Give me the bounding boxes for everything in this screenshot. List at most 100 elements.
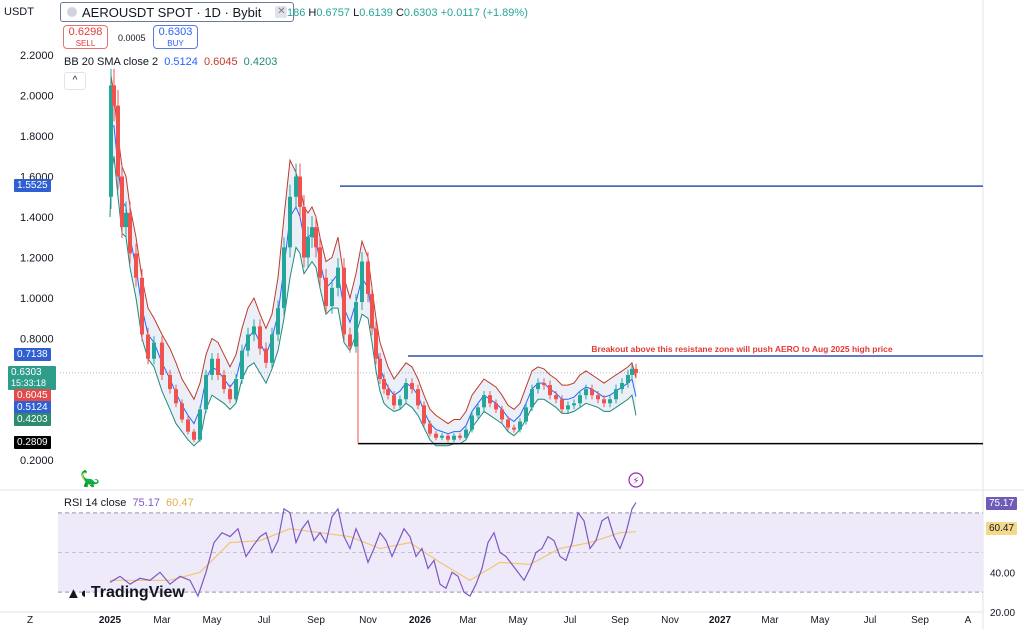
candle-body xyxy=(608,399,612,404)
candle-body xyxy=(282,247,286,309)
candle-body xyxy=(476,407,480,416)
ohlc-h-label: H xyxy=(308,7,317,19)
candle-body xyxy=(434,433,438,438)
annotation-text: Breakout above this resistane zone will … xyxy=(591,344,892,354)
candle-body xyxy=(146,334,150,359)
candle-body xyxy=(488,395,492,404)
candle-body xyxy=(398,399,402,406)
sell-button[interactable]: 0.6298 SELL xyxy=(63,25,108,49)
candle-body xyxy=(366,261,370,294)
candle-body xyxy=(548,385,552,396)
ohlc-open-partial: 186 xyxy=(287,7,306,19)
time-tick-label: Z xyxy=(27,615,33,626)
candle-body xyxy=(404,383,408,400)
rsi-ma-value: 60.47 xyxy=(166,497,194,509)
candle-body xyxy=(342,267,346,335)
rsi-line xyxy=(109,502,637,598)
ohlc-legend: 186 H0.6757 L0.6139 C0.6303 +0.0117 (+1.… xyxy=(287,7,528,19)
candle-body xyxy=(354,302,358,347)
rsi-value-tag: 75.17 xyxy=(986,497,1018,510)
candle-body xyxy=(530,389,534,408)
candle-body xyxy=(294,176,298,197)
candle-body xyxy=(440,435,444,438)
candle-body xyxy=(314,227,318,248)
close-icon[interactable]: ✕ xyxy=(275,6,288,18)
candle-body xyxy=(422,405,426,424)
symbol-search-box[interactable]: AEROUSDT SPOT · 1D · Bybit ✕ xyxy=(60,2,295,22)
time-tick-label: Jul xyxy=(864,615,877,626)
bb-upper-line xyxy=(109,75,637,425)
candle-body xyxy=(630,368,634,375)
collapse-legend-button[interactable]: ^ xyxy=(64,72,86,90)
candle-body xyxy=(482,395,486,408)
candle-body xyxy=(192,431,196,440)
candle-body xyxy=(318,247,322,278)
candle-body xyxy=(536,383,540,390)
candle-body xyxy=(348,334,352,347)
time-tick-label: 2026 xyxy=(409,615,432,626)
bollinger-bands xyxy=(109,75,637,447)
ohlc-h: 0.6757 xyxy=(316,7,351,19)
time-tick-label: May xyxy=(811,615,830,626)
tradingview-logo: ▲◖ TradingView xyxy=(66,584,185,602)
candle-body xyxy=(566,405,570,410)
candle-body xyxy=(128,212,132,254)
candle-body xyxy=(370,293,374,329)
ohlc-l-label: L xyxy=(353,7,360,19)
rsi-legend[interactable]: RSI 14 close 75.17 60.47 xyxy=(64,497,194,509)
candle-body xyxy=(392,395,396,406)
rsi-ma-tag: 60.47 xyxy=(986,522,1018,535)
candle-body xyxy=(210,358,214,375)
tradingview-mark-icon: ▲◖ xyxy=(66,584,88,602)
candle-body xyxy=(310,227,314,238)
candle-body xyxy=(228,389,232,400)
candle-body xyxy=(180,403,184,420)
bb-lower-value: 0.4203 xyxy=(243,56,278,68)
bb-lower-line xyxy=(109,156,637,447)
time-tick-label: Sep xyxy=(307,615,325,626)
last-price-tag: 0.6303 15:33:18 xyxy=(8,366,56,390)
bb-legend[interactable]: BB 20 SMA close 2 0.5124 0.6045 0.4203 xyxy=(64,56,277,68)
coin-icon xyxy=(67,7,77,17)
buy-button[interactable]: 0.6303 BUY xyxy=(153,25,198,49)
last-price-value: 0.6303 xyxy=(11,367,42,378)
currency-label: USDT xyxy=(4,6,34,18)
candle-body xyxy=(109,85,113,197)
candle-body xyxy=(160,342,164,375)
rsi-value: 75.17 xyxy=(132,497,160,509)
rsi-ma-line xyxy=(110,528,637,581)
candle-body xyxy=(626,374,630,384)
rsi-label: RSI 14 close xyxy=(64,497,127,509)
candle-body xyxy=(446,435,450,440)
time-tick-label: Mar xyxy=(153,615,171,626)
candle-body xyxy=(120,176,124,228)
candle-body xyxy=(116,105,120,177)
resistance-high-tag: 1.5525 xyxy=(14,179,51,192)
sell-label: SELL xyxy=(75,39,96,48)
candle-body xyxy=(258,326,262,349)
time-tick-label: 2025 xyxy=(99,615,122,626)
symbol-title: AEROUSDT SPOT · 1D · Bybit xyxy=(82,4,262,20)
candle-body xyxy=(302,206,306,258)
candle-body xyxy=(506,419,510,428)
rsi-tick-label: 20.00 xyxy=(990,608,1015,619)
candle-body xyxy=(152,342,156,359)
candle-body xyxy=(524,407,528,422)
time-tick-label: Jul xyxy=(564,615,577,626)
candle-body xyxy=(378,358,382,379)
candle-body xyxy=(572,403,576,406)
candle-body xyxy=(596,395,600,400)
candle-body xyxy=(306,237,310,258)
candle-body xyxy=(186,419,190,432)
time-tick-label: Sep xyxy=(911,615,929,626)
time-tick-label: 2027 xyxy=(709,615,732,626)
candle-body xyxy=(276,308,280,335)
candle-body xyxy=(578,395,582,404)
bb-upper-value: 0.6045 xyxy=(203,56,238,68)
candle-body xyxy=(270,334,274,363)
dino-icon: 🦕 xyxy=(80,469,100,488)
candle-body xyxy=(216,358,220,375)
axes: 2.20002.00001.80001.60001.40001.20001.00… xyxy=(20,50,1015,626)
bb-upper-tag: 0.6045 xyxy=(14,389,51,402)
